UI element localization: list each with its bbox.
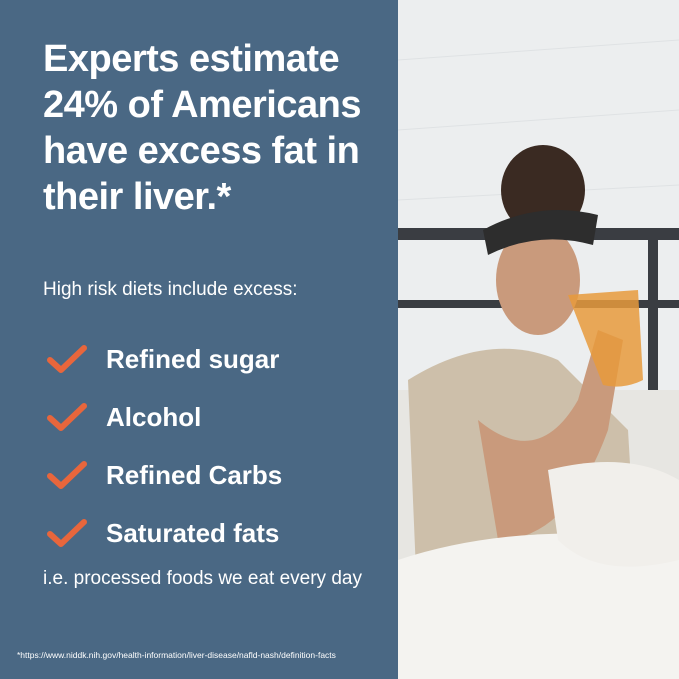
checkmark-icon <box>47 519 87 547</box>
subheading: High risk diets include excess: <box>43 279 298 300</box>
list-item: Refined Carbs <box>46 446 282 504</box>
list-item-label: Refined sugar <box>106 343 280 374</box>
note: i.e. processed foods we eat every day <box>43 568 362 589</box>
list-item: Saturated fats <box>46 504 282 562</box>
list-item-label: Saturated fats <box>106 517 280 548</box>
checkmark-icon <box>47 403 87 431</box>
list-item: Refined sugar <box>46 330 282 388</box>
info-panel: Experts estimate 24% of Americans have e… <box>0 0 398 679</box>
woman-drinking-juice-photo <box>398 0 679 679</box>
list-item: Alcohol <box>46 388 282 446</box>
list-item-label: Refined Carbs <box>106 459 283 490</box>
checkmark-icon <box>47 345 87 373</box>
checkmark-icon <box>47 461 87 489</box>
risk-list: Refined sugar Alcohol Refined Carbs Satu… <box>46 330 282 562</box>
headline: Experts estimate 24% of Americans have e… <box>43 38 361 218</box>
footnote: *https://www.niddk.nih.gov/health-inform… <box>17 650 336 660</box>
list-item-label: Alcohol <box>106 401 202 432</box>
